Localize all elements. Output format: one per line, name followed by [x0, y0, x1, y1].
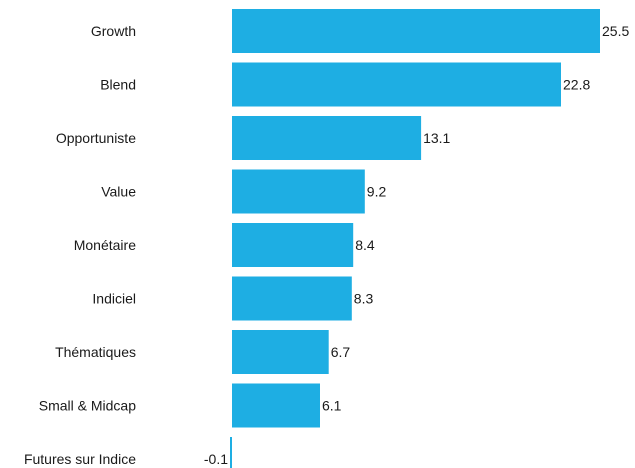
value-label-0: 25.5	[602, 23, 629, 39]
category-label-4: Monétaire	[74, 237, 136, 253]
bar-0	[232, 9, 600, 53]
category-label-7: Small & Midcap	[39, 398, 136, 414]
bar-6	[232, 330, 329, 374]
value-label-6: 6.7	[331, 344, 351, 360]
bar-7	[232, 383, 320, 428]
category-label-1: Blend	[100, 77, 136, 93]
bar-2	[232, 116, 422, 160]
bar-8	[230, 437, 232, 468]
value-label-3: 9.2	[367, 184, 387, 200]
category-label-2: Opportuniste	[56, 130, 136, 146]
bar-3	[232, 169, 365, 214]
category-label-6: Thématiques	[55, 344, 136, 360]
category-label-0: Growth	[91, 23, 136, 39]
category-label-8: Futures sur Indice	[24, 451, 136, 467]
value-label-7: 6.1	[322, 398, 342, 414]
labels-group: Growth 25.5 Blend 22.8 Opportuniste 13.1 Value…	[24, 23, 630, 467]
value-label-4: 8.4	[355, 237, 375, 253]
bar-1	[232, 62, 561, 107]
bars-group	[230, 9, 600, 468]
category-label-5: Indiciel	[92, 291, 136, 307]
value-label-5: 8.3	[354, 291, 374, 307]
value-label-1: 22.8	[563, 77, 590, 93]
bar-4	[232, 223, 354, 267]
bar-5	[232, 276, 352, 321]
value-label-2: 13.1	[423, 130, 450, 146]
value-label-8: -0.1	[204, 451, 228, 467]
category-label-3: Value	[101, 184, 136, 200]
